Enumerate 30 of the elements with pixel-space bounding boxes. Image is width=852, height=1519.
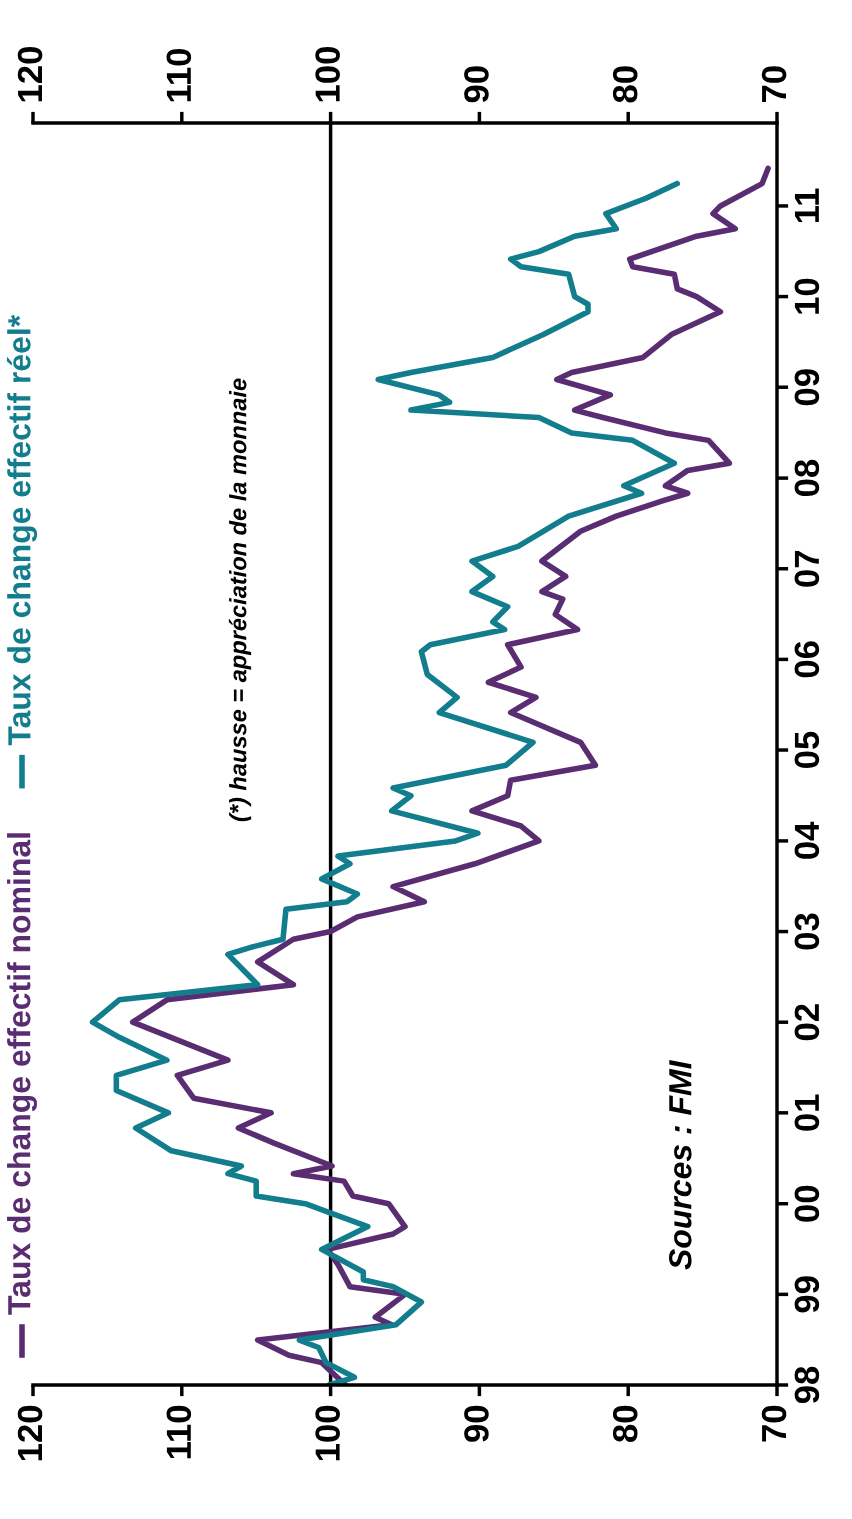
y-tick-label: 98 — [794, 1366, 820, 1404]
y-tick-label: 02 — [794, 1004, 820, 1041]
x2-tick-label: 70 — [761, 1405, 787, 1442]
x2-tick-label: 110 — [166, 1405, 192, 1459]
text: Taux de change effectif réel* — [6, 314, 38, 746]
x-tick-label: 100 — [315, 47, 340, 102]
x-tick-label: 90 — [464, 66, 489, 103]
y-tick-label: 09 — [794, 369, 820, 406]
y-tick-label: 05 — [794, 731, 820, 768]
x-tick-label: 80 — [612, 66, 638, 103]
y-tick-label: 99 — [794, 1276, 820, 1313]
x-tick-label: 70 — [761, 66, 787, 103]
y-tick-label: 07 — [794, 550, 820, 587]
y-tick-label: 04 — [794, 821, 820, 859]
annotation: (*) hausse = appréciation de la monnaie — [228, 378, 252, 822]
y-tick-label: 00 — [794, 1185, 820, 1222]
y-tick-label: 10 — [794, 278, 820, 314]
y-tick-label: 08 — [794, 459, 820, 497]
x-tick-label: 120 — [17, 47, 43, 102]
x2-tick-label: 90 — [464, 1405, 489, 1442]
x2-tick-label: 120 — [17, 1405, 43, 1461]
y-tick-label: 01 — [794, 1094, 820, 1131]
y-tick-label: 11 — [794, 188, 819, 223]
y-tick-label: 06 — [794, 641, 820, 678]
y-tick-label: 03 — [794, 913, 820, 950]
x2-tick-label: 80 — [612, 1405, 638, 1442]
x2-tick-label: 100 — [315, 1405, 340, 1461]
text: Taux de change effectif nominal — [7, 833, 37, 1315]
x-tick-label: 110 — [166, 48, 192, 102]
annotation: Sources : FMI — [668, 1060, 692, 1270]
